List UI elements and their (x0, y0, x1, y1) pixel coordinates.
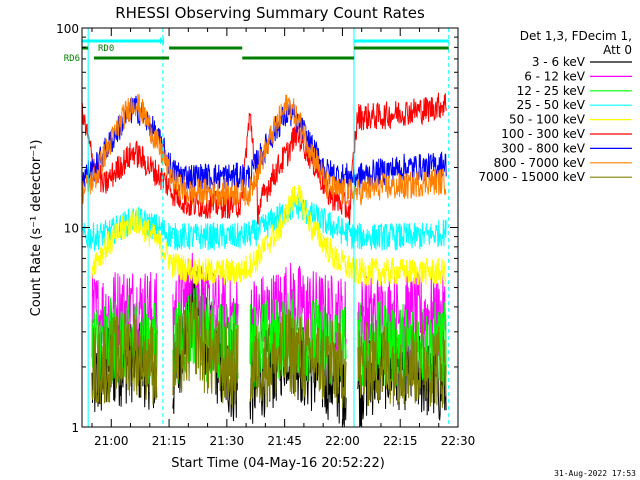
series-segment (81, 193, 447, 253)
legend-label: 6 - 12 keV (524, 69, 586, 83)
y-tick-label: 1 (71, 421, 79, 435)
chart-title: RHESSI Observing Summary Count Rates (115, 4, 425, 22)
x-tick-label: 21:45 (267, 434, 302, 448)
series-segment (172, 252, 239, 359)
x-tick-label: 21:15 (152, 434, 187, 448)
series-segment (357, 319, 447, 408)
footer-timestamp: 31-Aug-2022 17:53 (554, 469, 636, 478)
flag-label-rd6: RD6 (64, 54, 80, 64)
legend-header-1: Det 1,3, FDecim 1, (520, 29, 632, 43)
series-25_50keV-line (81, 193, 447, 253)
y-axis-label: Count Rate (s⁻¹ detector⁻¹) (29, 140, 44, 317)
legend-label: 25 - 50 keV (517, 98, 586, 112)
flag-label-rd0: RD0 (98, 44, 114, 54)
legend-label: 100 - 300 keV (501, 127, 585, 141)
x-tick-label: 21:30 (210, 434, 245, 448)
x-tick-label: 22:15 (383, 434, 418, 448)
series-100_300keV-line (81, 92, 447, 225)
legend-label: 50 - 100 keV (509, 113, 586, 127)
x-axis-label: Start Time (04-May-16 20:52:22) (171, 456, 385, 471)
series-800_7000keV-line (81, 94, 447, 207)
flag-label-n: N (159, 37, 164, 47)
legend-header-2: Att 0 (603, 43, 632, 57)
series-segment (81, 92, 447, 225)
legend-label: 12 - 25 keV (517, 84, 586, 98)
series-7000_15000keV-line (91, 295, 447, 409)
series-segment (172, 295, 239, 408)
x-tick-label: 21:00 (94, 434, 129, 448)
series-segment (91, 184, 447, 286)
legend-label: 800 - 7000 keV (494, 156, 586, 170)
plot-area (81, 92, 447, 427)
legend-label: 300 - 800 keV (501, 141, 585, 155)
legend-label: 3 - 6 keV (532, 55, 586, 69)
series-segment (91, 313, 158, 405)
series-segment (249, 309, 347, 409)
series-segment (81, 94, 447, 207)
series-segment (91, 295, 158, 386)
y-tick-label: 100 (56, 22, 79, 36)
series-50_100keV-line (91, 184, 447, 286)
x-tick-label: 22:00 (325, 434, 360, 448)
axes: 1 10 100 21:00 21:15 21:30 21:45 22:00 22:15 22:3… (56, 22, 475, 448)
legend-label: 7000 - 15000 keV (478, 170, 585, 184)
x-tick-label: 22:30 (441, 434, 476, 448)
y-tick-label: 10 (64, 222, 79, 236)
